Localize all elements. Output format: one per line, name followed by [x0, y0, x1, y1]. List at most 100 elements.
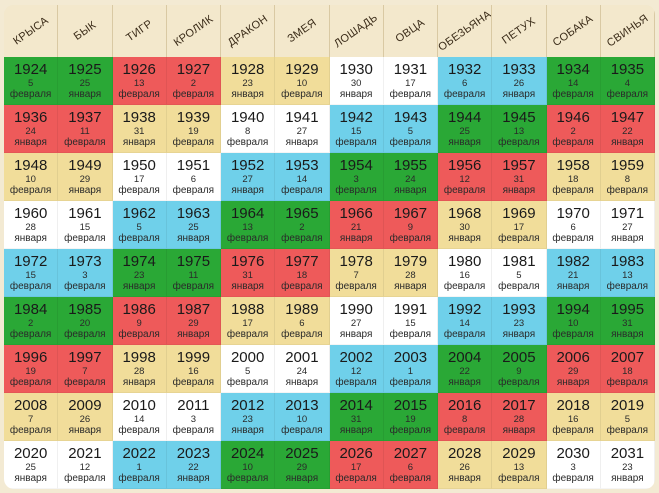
day-label: 28	[25, 222, 36, 233]
day-label: 10	[25, 174, 36, 185]
year-cell: 1939 19 февраля	[166, 105, 221, 153]
day-label: 2	[27, 318, 34, 329]
day-label: 28	[405, 270, 416, 281]
column-header: СОБАКА	[546, 5, 601, 57]
day-label: 5	[244, 366, 251, 377]
column-header-label: ЛОШАДЬ	[332, 11, 381, 51]
day-label: 13	[133, 78, 145, 89]
day-label: 28	[513, 414, 525, 425]
year-cell: 1963 25 января	[166, 201, 221, 249]
day-label: 9	[407, 222, 414, 233]
year-cell: 1999 16 февраля	[166, 345, 221, 393]
year-cell: 1995 31 января	[600, 297, 655, 345]
year-label: 2005	[502, 349, 536, 366]
year-cell: 1953 14 февраля	[275, 153, 330, 201]
year-cell: 2002 12 февраля	[329, 345, 384, 393]
year-label: 1955	[393, 157, 428, 174]
month-label: января	[177, 233, 210, 244]
month-label: февраля	[389, 137, 432, 148]
month-label: февраля	[281, 185, 323, 196]
day-label: 13	[513, 462, 525, 473]
year-cell: 1989 6 февраля	[275, 297, 330, 345]
month-label: февраля	[64, 377, 106, 388]
year-cell: 2028 26 января	[438, 441, 493, 489]
year-cell: 1972 15 февраля	[4, 249, 59, 297]
month-label: января	[14, 233, 47, 244]
year-cell: 1930 30 января	[329, 57, 384, 105]
month-label: января	[122, 137, 156, 148]
month-label: февраля	[118, 89, 160, 100]
month-label: февраля	[335, 137, 377, 148]
day-label: 11	[79, 126, 90, 137]
year-cell: 2007 18 февраля	[600, 345, 655, 393]
year-label: 1929	[285, 61, 319, 78]
day-label: 21	[350, 222, 362, 233]
year-cell: 1988 17 февраля	[221, 297, 276, 345]
day-label: 14	[567, 78, 579, 89]
year-cell: 1978 7 февраля	[329, 249, 384, 297]
year-label: 1928	[230, 61, 265, 78]
year-cell: 1969 17 февраля	[492, 201, 547, 249]
day-label: 20	[79, 318, 91, 329]
day-label: 31	[242, 270, 253, 281]
month-label: января	[231, 281, 264, 292]
year-cell: 1926 13 февраля	[112, 57, 167, 105]
year-label: 1958	[556, 157, 590, 174]
year-label: 2021	[68, 445, 102, 462]
day-label: 6	[190, 174, 197, 185]
year-cell: 1965 2 февраля	[275, 201, 330, 249]
year-cell: 2018 16 февраля	[546, 393, 601, 441]
year-label: 2028	[447, 445, 482, 462]
month-label: января	[339, 89, 373, 100]
year-cell: 2004 22 января	[438, 345, 493, 393]
day-label: 17	[242, 318, 253, 329]
month-label: января	[611, 473, 644, 484]
day-label: 24	[296, 366, 308, 377]
year-label: 1981	[502, 253, 536, 270]
year-label: 2029	[502, 445, 536, 462]
day-label: 18	[296, 270, 308, 281]
day-label: 24	[405, 174, 416, 185]
year-label: 1964	[230, 205, 265, 222]
month-label: января	[339, 233, 373, 244]
month-label: февраля	[226, 137, 269, 148]
column-header-label: ДРАКОН	[225, 12, 270, 50]
column-header: ОВЦА	[383, 5, 438, 57]
month-label: января	[122, 377, 156, 388]
month-label: февраля	[172, 137, 215, 148]
column-header: БЫК	[58, 5, 113, 57]
year-cell: 1979 28 января	[383, 249, 438, 297]
month-label: января	[448, 377, 481, 388]
month-label: февраля	[226, 233, 269, 244]
year-cell: 1945 13 февраля	[492, 105, 547, 153]
day-label: 5	[516, 270, 522, 281]
column-header: КРЫСА	[4, 5, 59, 57]
year-label: 2010	[122, 397, 156, 414]
year-cell: 1941 27 января	[275, 105, 330, 153]
month-label: февраля	[9, 377, 52, 388]
month-label: января	[394, 281, 427, 292]
year-label: 1995	[610, 301, 645, 318]
day-label: 1	[407, 366, 414, 377]
year-label: 2020	[13, 445, 48, 462]
month-label: февраля	[552, 473, 594, 484]
year-cell: 1949 29 января	[58, 153, 113, 201]
year-cell: 1958 18 февраля	[546, 153, 601, 201]
month-label: февраля	[498, 377, 540, 388]
year-label: 1978	[339, 253, 373, 270]
year-label: 2027	[393, 445, 428, 462]
year-cell: 1944 25 января	[438, 105, 493, 153]
day-label: 27	[242, 174, 253, 185]
month-label: февраля	[118, 473, 160, 484]
year-label: 1945	[502, 109, 536, 126]
month-label: февраля	[498, 473, 540, 484]
year-cell: 1925 25 января	[58, 57, 113, 105]
year-cell: 1947 22 января	[600, 105, 655, 153]
year-label: 2025	[285, 445, 319, 462]
month-label: января	[448, 137, 481, 148]
day-label: 3	[570, 462, 576, 473]
day-label: 26	[513, 78, 525, 89]
day-label: 10	[296, 78, 308, 89]
year-label: 1954	[339, 157, 373, 174]
month-label: января	[502, 185, 536, 196]
